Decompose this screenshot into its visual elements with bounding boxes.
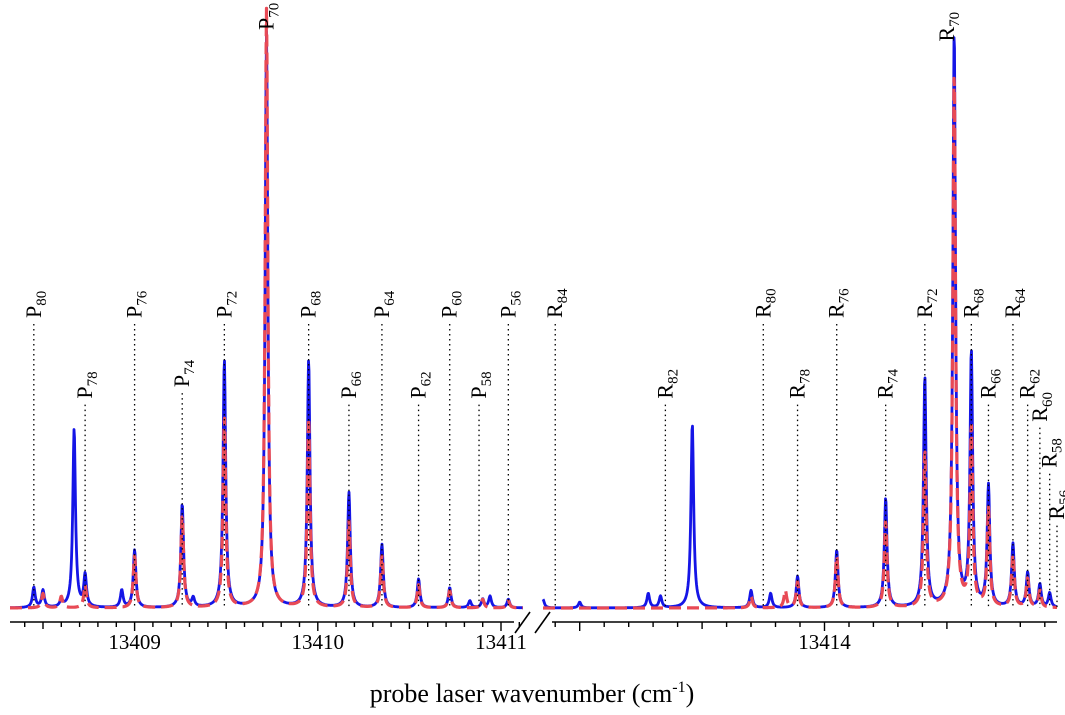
peak-annotations: P80 P78 P76 P74 P72 P70 P68 P66 P64 P62 P60 P58 P56 R… xyxy=(21,3,1065,608)
peak-annotation-P64: P64 xyxy=(369,290,398,608)
peak-annotation-R60: R60 xyxy=(1027,392,1056,608)
peak-label-R60: R60 xyxy=(1027,392,1056,422)
peak-label-R62: R62 xyxy=(1015,369,1044,399)
peak-label-R78: R78 xyxy=(785,369,814,399)
peak-label-P56: P56 xyxy=(495,290,524,318)
peak-annotation-P56: P56 xyxy=(495,290,524,608)
peak-annotation-P60: P60 xyxy=(437,291,466,608)
axis-break-right xyxy=(534,611,551,634)
peak-annotation-R78: R78 xyxy=(785,369,814,608)
peak-annotation-R56: R56 xyxy=(1044,489,1065,608)
peak-annotation-R76: R76 xyxy=(824,288,853,608)
peak-label-R68: R68 xyxy=(958,288,987,318)
peak-label-R82: R82 xyxy=(652,369,681,399)
x-axis: 13409 13410 13411 13414 xyxy=(10,611,1057,654)
peak-annotation-P70: P70 xyxy=(254,3,283,30)
peak-label-R70: R70 xyxy=(934,12,963,42)
x-tick-label-13411: 13411 xyxy=(475,630,527,654)
peak-label-P72: P72 xyxy=(211,291,240,318)
peak-label-R58: R58 xyxy=(1037,438,1065,468)
series-2-panel-2 xyxy=(541,76,1059,610)
series-2-panel-1 xyxy=(8,6,525,610)
x-axis-title: probe laser wavenumber (cm-1) xyxy=(370,679,694,708)
peak-label-P68: P68 xyxy=(296,291,325,318)
axis-break-left xyxy=(514,611,531,634)
peak-annotation-R74: R74 xyxy=(873,368,902,608)
peak-annotation-P80: P80 xyxy=(21,291,50,608)
peak-annotation-P58: P58 xyxy=(466,371,495,608)
peak-annotation-P68: P68 xyxy=(296,291,325,608)
peak-annotation-R62: R62 xyxy=(1015,369,1044,608)
peak-annotation-R58: R58 xyxy=(1037,438,1065,608)
peak-label-R64: R64 xyxy=(1000,288,1029,318)
peak-annotation-P76: P76 xyxy=(122,290,151,608)
peak-annotation-P66: P66 xyxy=(336,371,365,608)
peak-label-P62: P62 xyxy=(406,371,435,398)
peak-label-P70: P70 xyxy=(254,3,283,30)
peak-annotation-P62: P62 xyxy=(406,371,435,608)
spectrum-traces xyxy=(8,6,1059,610)
peak-label-R56: R56 xyxy=(1044,489,1065,519)
peak-annotation-P78: P78 xyxy=(72,371,101,608)
peak-annotation-R70: R70 xyxy=(934,12,963,42)
peak-label-R80: R80 xyxy=(750,288,779,318)
x-tick-label-13414: 13414 xyxy=(798,630,851,654)
peak-label-P76: P76 xyxy=(122,290,151,318)
series-1-panel-2 xyxy=(541,36,1058,610)
peak-annotation-R80: R80 xyxy=(750,288,779,608)
peak-label-R84: R84 xyxy=(542,288,571,318)
peak-annotation-R68: R68 xyxy=(958,288,987,608)
peak-label-R72: R72 xyxy=(912,288,941,318)
peak-annotation-R82: R82 xyxy=(652,369,681,608)
peak-annotation-R66: R66 xyxy=(976,368,1005,608)
peak-annotation-P72: P72 xyxy=(211,291,240,608)
x-tick-label-13410: 13410 xyxy=(292,630,345,654)
peak-label-P74: P74 xyxy=(169,359,198,387)
peak-annotation-P74: P74 xyxy=(169,359,198,608)
peak-label-P78: P78 xyxy=(72,371,101,398)
peak-label-R66: R66 xyxy=(976,368,1005,398)
peak-label-P64: P64 xyxy=(369,290,398,318)
peak-label-R76: R76 xyxy=(824,288,853,318)
peak-label-P60: P60 xyxy=(437,291,466,318)
peak-label-P80: P80 xyxy=(21,291,50,318)
peak-label-P66: P66 xyxy=(336,371,365,399)
peak-annotation-R72: R72 xyxy=(912,288,941,608)
peak-label-R74: R74 xyxy=(873,368,902,398)
peak-annotation-R64: R64 xyxy=(1000,288,1029,608)
x-tick-label-13409: 13409 xyxy=(108,630,161,654)
peak-annotation-R84: R84 xyxy=(542,288,571,608)
peak-label-P58: P58 xyxy=(466,371,495,398)
